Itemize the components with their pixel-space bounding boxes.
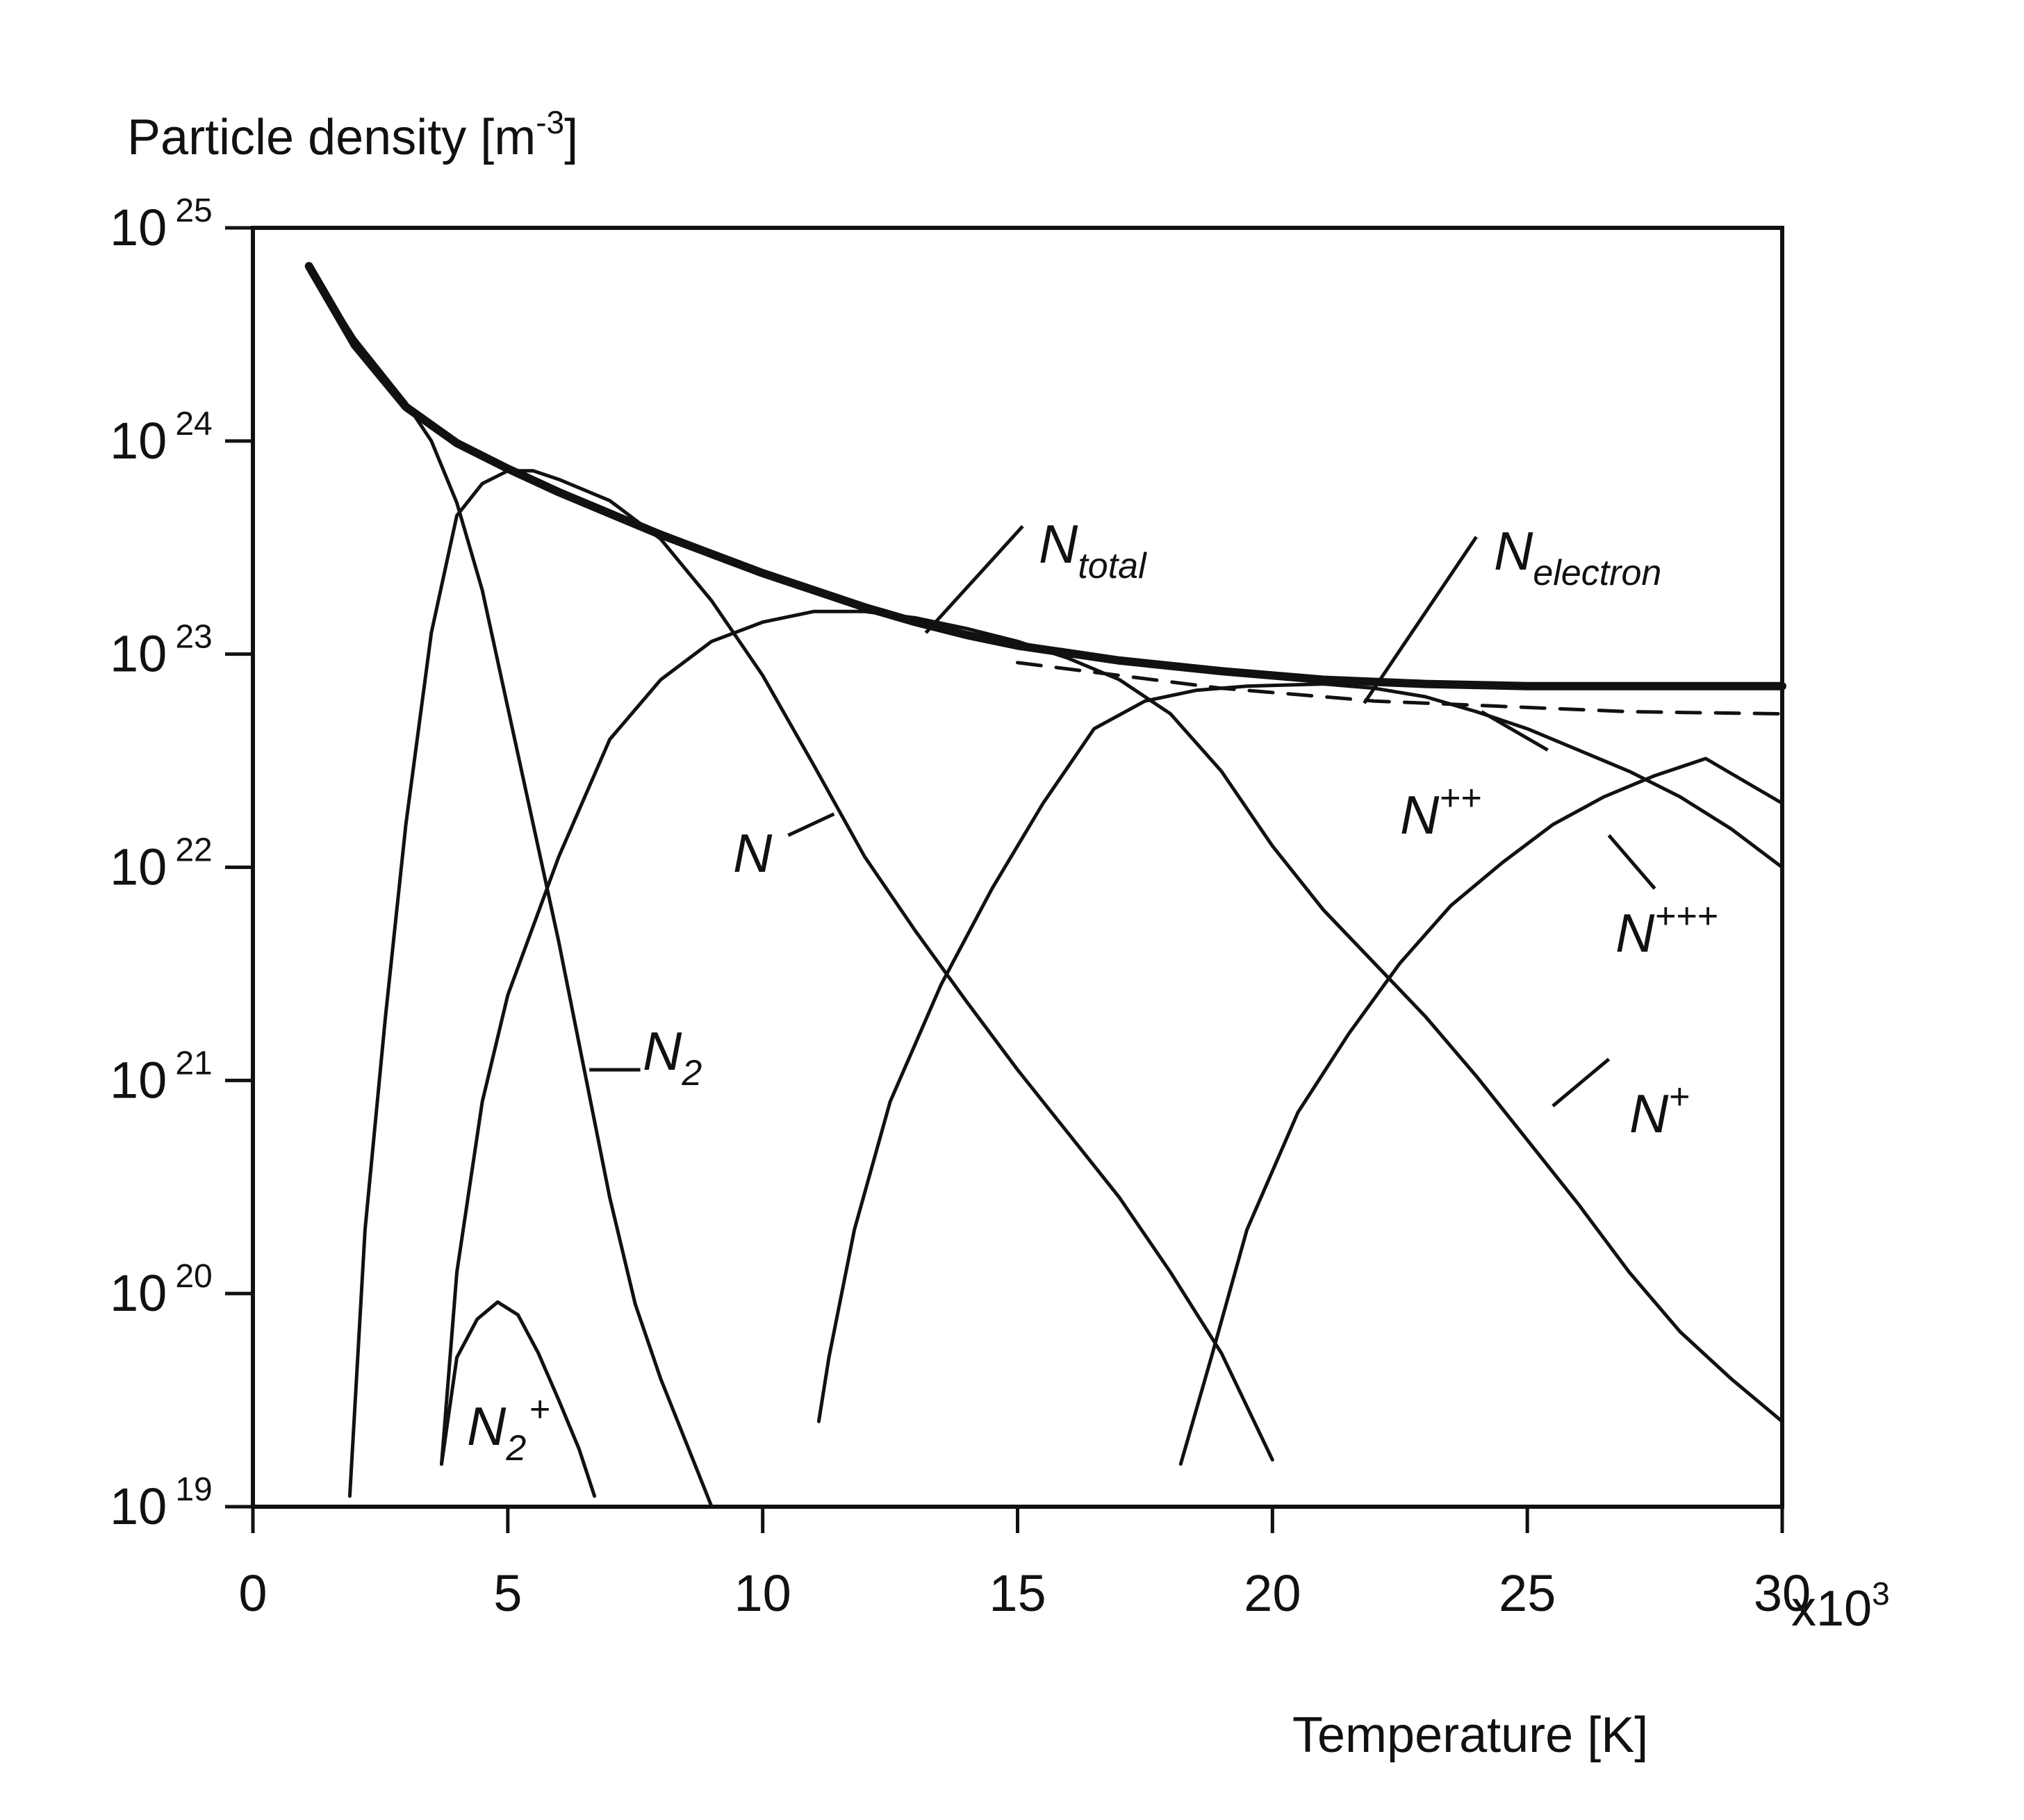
- y-tick-base: 10: [110, 1478, 167, 1535]
- series-label-sup: +++: [1654, 896, 1718, 936]
- y-tick-label: 10 19: [110, 1471, 213, 1535]
- series-label-sub: electron: [1533, 553, 1661, 593]
- series-label-5: N: [733, 822, 773, 884]
- series-label-main: N: [1039, 513, 1078, 574]
- y-tick-label: 10 24: [110, 406, 213, 470]
- label-leader-5: [787, 812, 835, 837]
- series-label-1: Ntotal: [1039, 513, 1147, 586]
- series-label-main: N: [467, 1396, 507, 1457]
- label-leader-6: [1552, 1057, 1611, 1108]
- series-label-sub: 2: [505, 1428, 526, 1469]
- x-tick-label: 0: [238, 1564, 267, 1622]
- y-tick-label: 10 22: [110, 832, 213, 896]
- y-tick-label: 10 23: [110, 619, 213, 683]
- y-tick-base: 10: [110, 1051, 167, 1109]
- y-axis-label-end: ]: [564, 110, 578, 165]
- y-tick-label: 10 20: [110, 1258, 213, 1322]
- x-tick-label: 30: [1754, 1564, 1811, 1622]
- y-tick-base: 10: [110, 199, 167, 256]
- label-leader-8: [1607, 834, 1656, 890]
- series-label-main: N: [1629, 1083, 1669, 1144]
- y-tick-base: 10: [110, 412, 167, 470]
- series-label-3: N2: [643, 1020, 702, 1093]
- series-line-3: [307, 264, 714, 1509]
- label-leader-2: [1363, 536, 1478, 704]
- series-label-main: N: [1615, 902, 1655, 963]
- series-line-5: [347, 469, 1274, 1498]
- y-tick-exp: 24: [175, 406, 212, 442]
- y-tick-exp: 22: [175, 832, 212, 869]
- y-tick-base: 10: [110, 625, 167, 683]
- series-label-main: N: [733, 822, 773, 884]
- series-label-sub: total: [1078, 546, 1147, 586]
- y-axis-label-text: Particle density [m: [127, 110, 536, 165]
- x-tick-label: 20: [1244, 1564, 1301, 1622]
- series-label-main: N: [643, 1020, 682, 1082]
- y-tick-exp: 25: [175, 192, 212, 229]
- x-axis-multiplier: x103: [1791, 1575, 1890, 1637]
- x-axis-multiplier-sup: 3: [1872, 1575, 1890, 1612]
- y-tick-base: 10: [110, 838, 167, 896]
- y-tick-exp: 23: [175, 619, 212, 656]
- y-tick-label: 10 25: [110, 192, 213, 256]
- series-line-8: [1178, 756, 1784, 1466]
- x-tick-label: 25: [1499, 1564, 1556, 1622]
- series-line-6: [440, 609, 1784, 1466]
- x-axis-multiplier-text: x10: [1791, 1581, 1872, 1637]
- series-label-sup: +: [1668, 1077, 1689, 1117]
- series-label-6: N+: [1629, 1077, 1690, 1144]
- series-line-1: [304, 262, 1786, 690]
- series-line-7: [816, 682, 1784, 1423]
- x-tick-label: 10: [734, 1564, 791, 1622]
- y-tick-base: 10: [110, 1264, 167, 1322]
- y-tick-exp: 21: [175, 1045, 212, 1082]
- series-label-sub: 2: [681, 1053, 702, 1093]
- y-tick-label: 10 21: [110, 1045, 213, 1109]
- label-leader-1: [924, 524, 1024, 634]
- y-axis-label: Particle density [m-3]: [127, 104, 578, 165]
- series-label-main: N: [1400, 784, 1440, 845]
- label-leader-7: [1480, 710, 1549, 752]
- series-label-sup: ++: [1439, 778, 1481, 818]
- x-axis-label: Temperature [K]: [1292, 1707, 1648, 1763]
- x-tick-label: 5: [493, 1564, 522, 1622]
- y-tick-exp: 19: [175, 1471, 212, 1508]
- series-label-7: N++: [1400, 778, 1481, 845]
- series-label-sup: +: [529, 1389, 550, 1430]
- series-group: [304, 262, 1786, 1509]
- series-label-2: Nelectron: [1494, 520, 1661, 593]
- x-tick-label: 15: [989, 1564, 1046, 1622]
- y-axis-label-sup: -3: [536, 104, 564, 140]
- series-label-4: N2+: [467, 1389, 550, 1469]
- series-label-8: N+++: [1615, 896, 1718, 963]
- y-tick-exp: 20: [175, 1258, 212, 1295]
- series-line-4: [440, 1300, 597, 1498]
- series-label-main: N: [1494, 520, 1533, 581]
